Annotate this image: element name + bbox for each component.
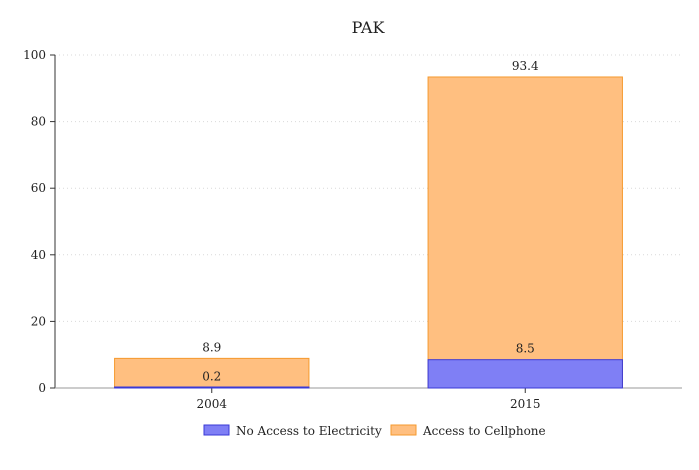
bar-access-cellphone-2004[interactable]: [114, 357, 310, 389]
bar-no-access-electricity-2004[interactable]: [114, 386, 310, 389]
bar-access-cellphone-2015[interactable]: [427, 76, 623, 389]
legend-swatch[interactable]: [390, 424, 417, 436]
y-tick-label: 60: [31, 181, 46, 195]
y-tick-label: 20: [31, 314, 46, 328]
legend[interactable]: No Access to Electricity Access to Cellph…: [203, 424, 546, 438]
y-tick-label: 100: [23, 48, 46, 62]
legend-label[interactable]: Access to Cellphone: [422, 424, 546, 438]
y-tick-label: 0: [38, 381, 46, 395]
bar-no-access-electricity-2015[interactable]: [427, 359, 623, 389]
x-tick-label: 2004: [196, 397, 227, 411]
data-label: 8.5: [516, 342, 535, 356]
data-label: 0.2: [202, 369, 221, 383]
chart-title: PAK: [352, 18, 386, 37]
y-tick-label: 80: [31, 115, 46, 129]
x-tick-label: 2015: [510, 397, 541, 411]
bars: [114, 76, 623, 389]
data-labels: 0.2 8.9 8.5 93.4: [202, 59, 539, 383]
y-tick-label: 40: [31, 248, 46, 262]
gridlines: [55, 54, 682, 322]
data-label: 93.4: [512, 59, 539, 73]
data-label: 8.9: [202, 340, 221, 354]
legend-swatch[interactable]: [203, 424, 230, 436]
legend-label[interactable]: No Access to Electricity: [236, 424, 382, 438]
